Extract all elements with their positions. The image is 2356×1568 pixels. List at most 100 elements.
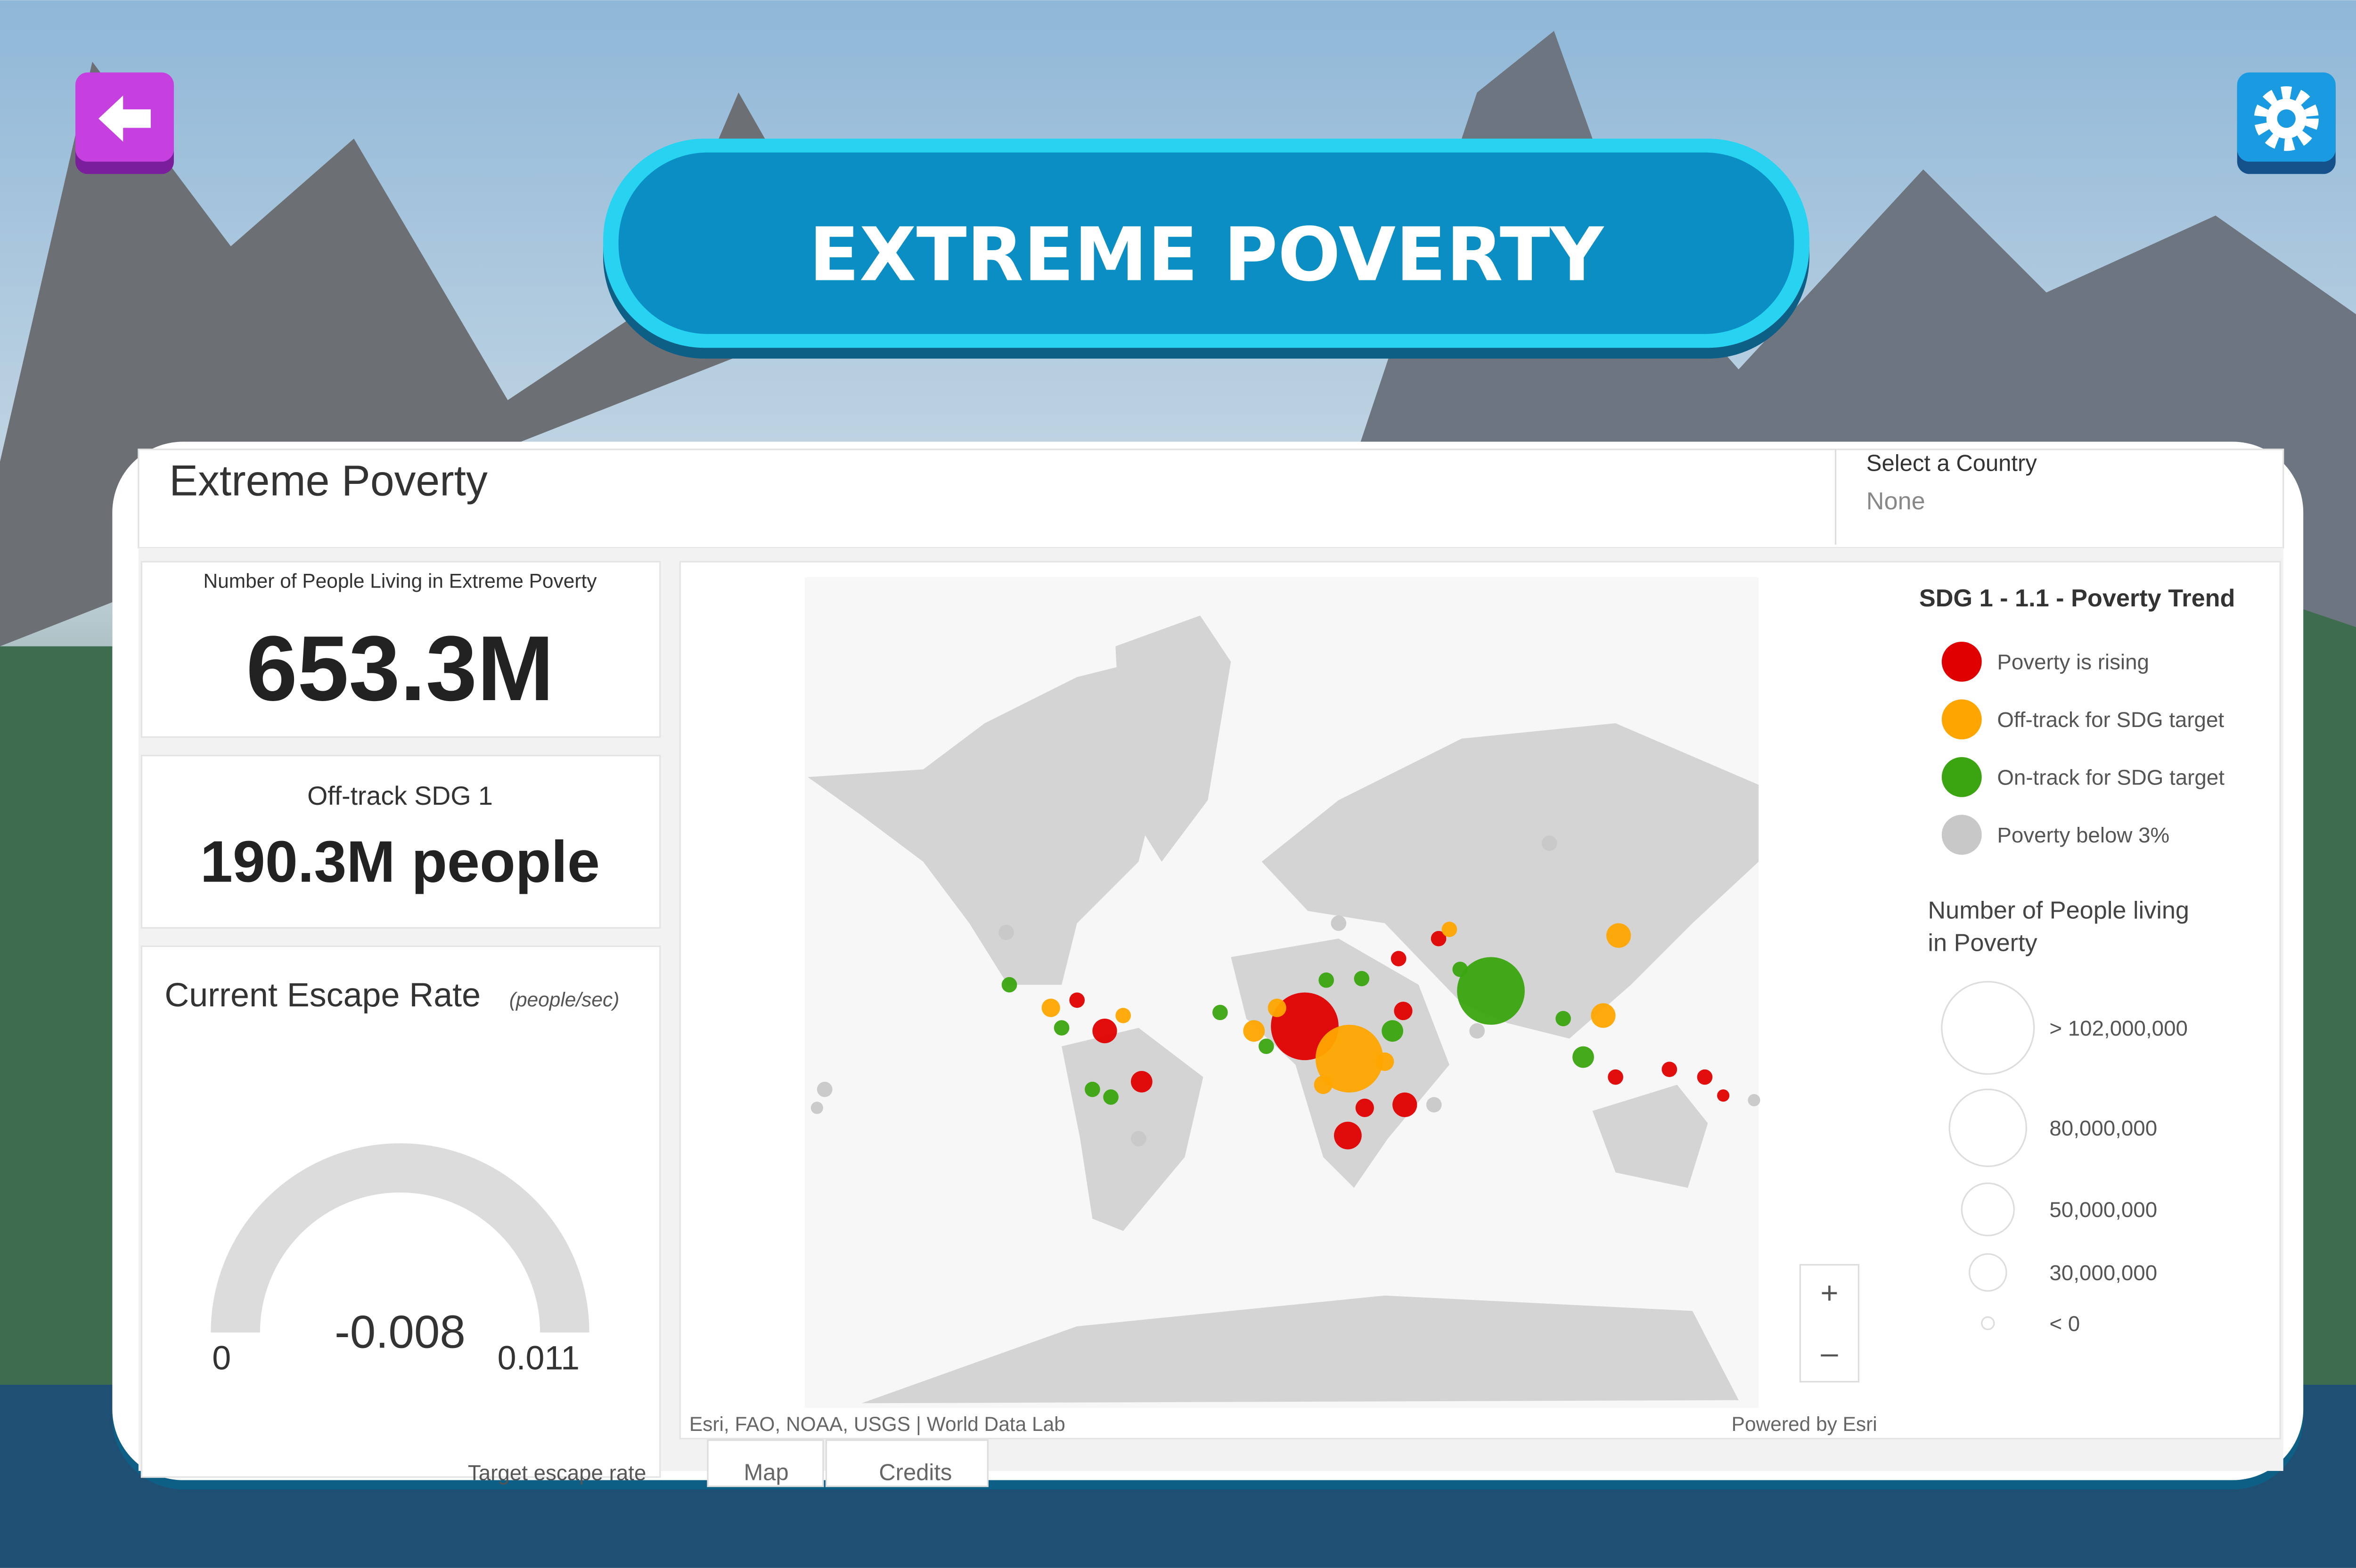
country-dot [1259,1038,1274,1054]
tab[interactable] [707,1439,824,1487]
country-selector[interactable]: Select a Country None [1866,451,2037,515]
country-dot [1431,931,1447,947]
country-dot [817,1081,833,1097]
country-dot [1054,1020,1070,1036]
continent [861,1295,1739,1404]
legend-label: On-track for SDG target [1997,766,2225,790]
dashboard-title: Extreme Poverty [169,457,488,505]
legend-label: Poverty is rising [1997,650,2149,674]
zoom-out[interactable]: – [1821,1335,1838,1370]
country-dot [1375,1052,1394,1071]
legend-size-label: > 102,000,000 [2049,1016,2188,1040]
legend-size-label: 50,000,000 [2049,1198,2157,1222]
legend-label: Off-track for SDG target [1997,708,2224,732]
map-attribution: Esri, FAO, NOAA, USGS | World Data Lab [689,1413,1065,1435]
country-dot [1572,1046,1594,1068]
gauge-title: Current Escape Rate [164,976,481,1014]
back-button[interactable] [75,72,174,174]
country-dot [1085,1081,1100,1097]
indicator-label: Off-track SDG 1 [307,781,493,810]
continent [808,662,1170,985]
country-dot [1394,1002,1413,1021]
country-dot [1606,923,1631,948]
country-dot [1457,957,1525,1025]
continents [808,615,1759,1404]
country-dot [1314,1075,1333,1094]
country-dot [1469,1023,1485,1039]
legend-size-label: 80,000,000 [2049,1116,2157,1140]
country-dot [1441,922,1457,937]
gauge-arc [211,1143,589,1333]
country-dot [1555,1011,1571,1027]
country-dot [1426,1097,1442,1113]
dashboard-header [138,449,2284,549]
settings-button[interactable] [2237,72,2336,174]
legend-swatch [1941,815,1982,855]
selector-label: Select a Country [1866,451,2037,476]
legend-size-label: 30,000,000 [2049,1261,2157,1285]
country-dot [998,924,1014,940]
legend-size-swatch [1961,1182,2015,1236]
country-dot [1315,1025,1383,1093]
country-dot [1243,1020,1265,1042]
country-dot [1541,835,1557,851]
country-dot [1334,1121,1362,1150]
banner-title: EXTREME POVERTY [809,212,1605,298]
legend-swatch [1941,757,1982,797]
country-dot [1452,962,1468,977]
country-dot [1661,1062,1677,1078]
country-dot [1354,971,1370,987]
legend-swatch [1941,699,1982,740]
legend-swatch [1941,641,1982,682]
tab[interactable] [825,1439,989,1487]
continent [1261,723,1759,1039]
legend-size-swatch [1968,1253,2007,1292]
country-dot [1069,992,1085,1008]
country-dot [1608,1069,1623,1085]
country-dots [810,835,1760,1150]
country-dot [1041,998,1060,1017]
country-dot [1355,1098,1374,1117]
continent [1592,1085,1708,1188]
tab-label[interactable]: Credits [879,1460,952,1486]
dashboard: Extreme Poverty Select a Country None Nu… [138,449,2284,1487]
zoom-in[interactable]: + [1820,1275,1838,1310]
indicator-label: Number of People Living in Extreme Pover… [203,570,597,592]
gauge-card [140,945,661,1478]
continent [1115,615,1231,862]
country-dot [1318,972,1334,988]
indicator-value: 653.3M [246,617,554,720]
country-dot [1268,998,1286,1017]
country-dot [1591,1003,1616,1028]
country-dot [1697,1069,1713,1085]
legend: SDG 1 - 1.1 - Poverty Trend Number of Pe… [1919,585,2235,1336]
country-dot [1382,1020,1403,1042]
title-banner: EXTREME POVERTY [603,139,1809,359]
legend-size-label: < 0 [2049,1312,2080,1336]
country-dot [1131,1070,1153,1093]
country-dot [810,1102,823,1114]
country-dot [1001,977,1017,993]
gauge-footer: Target escape rate [468,1461,646,1485]
country-dot [1131,1131,1146,1146]
indicator-value: 190.3M people [200,829,600,894]
country-dot [1331,915,1347,931]
tab-label[interactable]: Map [744,1460,788,1486]
gauge-max: 0.011 [498,1339,580,1377]
legend-size-swatch [1948,1088,2028,1168]
legend-label: Poverty below 3% [1997,823,2169,847]
gauge-unit: (people/sec) [509,988,620,1011]
continent [1062,1028,1203,1231]
selector-value[interactable]: None [1866,488,1925,515]
indicator-card [140,561,661,738]
country-dot [1391,951,1407,966]
country-dot [1392,1092,1417,1117]
country-dot [1748,1094,1760,1107]
map-powered: Powered by Esri [1732,1413,1877,1435]
gauge-value: -0.008 [335,1306,466,1358]
legend-size-swatch [1981,1316,1995,1331]
country-dot [1212,1004,1228,1021]
zoom-control: + – [1799,1264,1860,1383]
legend-title: SDG 1 - 1.1 - Poverty Trend [1919,585,2235,612]
